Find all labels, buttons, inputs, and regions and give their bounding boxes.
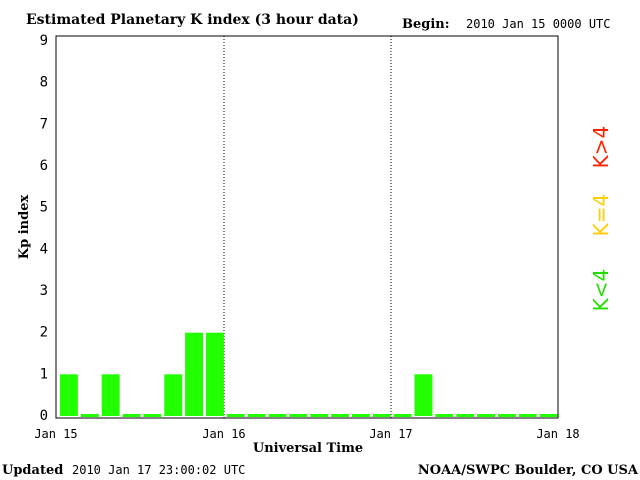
x-tick-jan17: Jan 17 [369, 427, 412, 441]
kp-bar-6 [185, 332, 203, 416]
kp-bar-15 [372, 414, 391, 417]
kp-bar-18 [435, 414, 454, 417]
kp-bar-19 [456, 414, 475, 417]
legend-active: K=4 [589, 194, 613, 237]
kp-bar-3 [122, 414, 141, 417]
x-tick-jan16: Jan 16 [202, 427, 245, 441]
y-axis-label: Kp index [17, 195, 32, 260]
kp-bar-7 [206, 332, 224, 416]
y-tick-5: 5 [40, 200, 48, 216]
y-tick-labels: 0 1 2 3 4 5 6 7 8 9 [40, 33, 48, 424]
begin-label: Begin: [402, 17, 450, 32]
kp-bar-2 [101, 374, 120, 416]
y-tick-8: 8 [40, 75, 48, 91]
y-tick-9: 9 [40, 33, 48, 49]
chart-title: Estimated Planetary K index (3 hour data… [26, 12, 359, 28]
y-tick-0: 0 [40, 408, 48, 424]
kp-bar-22 [518, 414, 537, 417]
legend-storm: K>4 [589, 126, 613, 169]
kp-bar-1 [80, 414, 99, 417]
plot-area [55, 35, 559, 419]
bar-series [60, 332, 558, 417]
kp-bar-8 [226, 414, 245, 417]
updated-value: 2010 Jan 17 23:00:02 UTC [72, 463, 245, 477]
kp-bar-10 [268, 414, 287, 417]
kp-bar-11 [289, 414, 308, 417]
source-label: NOAA/SWPC Boulder, CO USA [418, 463, 639, 478]
y-tick-7: 7 [40, 116, 48, 132]
kp-bar-20 [477, 414, 495, 417]
kp-bar-4 [143, 414, 162, 417]
y-tick-6: 6 [40, 158, 48, 174]
x-tick-jan15: Jan 15 [34, 427, 77, 441]
kp-bar-17 [414, 374, 433, 416]
y-tick-4: 4 [40, 241, 48, 257]
y-tick-3: 3 [40, 283, 48, 299]
x-axis-label: Universal Time [253, 441, 363, 456]
kp-bar-21 [498, 414, 516, 417]
kp-bar-13 [331, 414, 349, 417]
y-tick-2: 2 [40, 325, 48, 341]
updated-label: Updated [2, 463, 63, 478]
kp-bar-12 [310, 414, 329, 417]
kp-bar-16 [393, 414, 412, 417]
kp-bar-9 [247, 414, 266, 417]
kp-bar-5 [164, 374, 183, 416]
legend-quiet: K<4 [589, 269, 613, 312]
kp-bar-14 [352, 414, 370, 417]
kp-bar-23 [539, 414, 558, 417]
y-tick-1: 1 [40, 366, 48, 382]
x-tick-jan18: Jan 18 [536, 427, 579, 441]
begin-value: 2010 Jan 15 0000 UTC [466, 17, 611, 31]
kp-bar-0 [60, 374, 78, 416]
